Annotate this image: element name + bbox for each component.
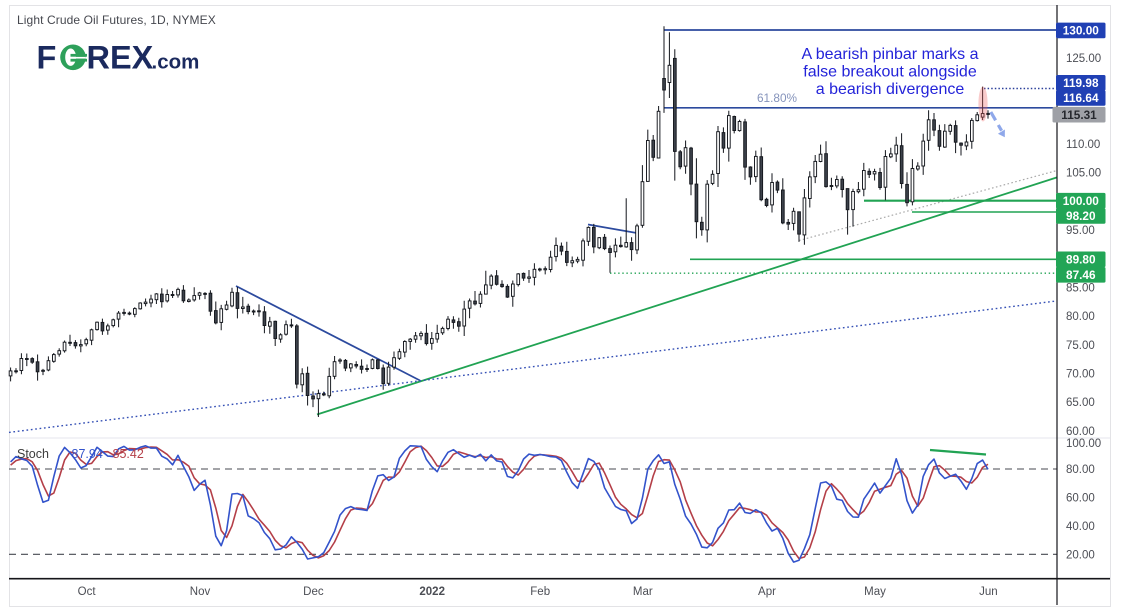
svg-text:95.00: 95.00 xyxy=(1066,225,1095,237)
svg-text:Mar: Mar xyxy=(633,586,653,598)
svg-text:100.00: 100.00 xyxy=(1066,438,1101,450)
svg-text:20.00: 20.00 xyxy=(1066,549,1095,561)
svg-text:60.00: 60.00 xyxy=(1066,426,1095,438)
svg-text:61.80%: 61.80% xyxy=(757,91,798,105)
svg-text:40.00: 40.00 xyxy=(1066,521,1095,533)
svg-text:a bearish divergence: a bearish divergence xyxy=(816,81,965,98)
svg-text:80.00: 80.00 xyxy=(1066,311,1095,323)
svg-text:98.20: 98.20 xyxy=(1066,209,1096,223)
svg-text:Oct: Oct xyxy=(78,586,97,598)
svg-text:85.00: 85.00 xyxy=(1066,282,1095,294)
svg-text:.com: .com xyxy=(152,51,200,74)
svg-text:false breakout alongside: false breakout alongside xyxy=(803,64,977,81)
svg-text:REX: REX xyxy=(87,40,154,76)
svg-text:Nov: Nov xyxy=(190,586,211,598)
svg-text:70.00: 70.00 xyxy=(1066,369,1095,381)
svg-text:A bearish pinbar marks a: A bearish pinbar marks a xyxy=(802,46,979,63)
svg-text:Light Crude Oil Futures, 1D, N: Light Crude Oil Futures, 1D, NYMEX xyxy=(17,13,216,27)
svg-text:125.00: 125.00 xyxy=(1066,53,1101,65)
svg-text:2022: 2022 xyxy=(419,586,445,598)
svg-text:Dec: Dec xyxy=(303,586,324,598)
svg-text:130.00: 130.00 xyxy=(1063,24,1100,38)
svg-text:Jun: Jun xyxy=(979,586,998,598)
svg-text:May: May xyxy=(864,586,886,598)
svg-text:115.31: 115.31 xyxy=(1061,108,1097,122)
svg-text:65.00: 65.00 xyxy=(1066,397,1095,409)
svg-text:100.00: 100.00 xyxy=(1063,194,1100,208)
svg-text:F: F xyxy=(37,40,57,76)
svg-text:116.64: 116.64 xyxy=(1063,91,1099,105)
svg-text:75.00: 75.00 xyxy=(1066,340,1095,352)
svg-text:60.00: 60.00 xyxy=(1066,492,1095,504)
svg-text:Feb: Feb xyxy=(530,586,550,598)
svg-text:119.98: 119.98 xyxy=(1063,76,1099,90)
svg-text:105.00: 105.00 xyxy=(1066,168,1101,180)
svg-text:110.00: 110.00 xyxy=(1066,139,1100,151)
svg-text:80.00: 80.00 xyxy=(1066,464,1095,476)
svg-text:87.46: 87.46 xyxy=(1066,268,1096,282)
svg-text:Apr: Apr xyxy=(758,586,776,598)
svg-text:89.80: 89.80 xyxy=(1066,253,1096,267)
